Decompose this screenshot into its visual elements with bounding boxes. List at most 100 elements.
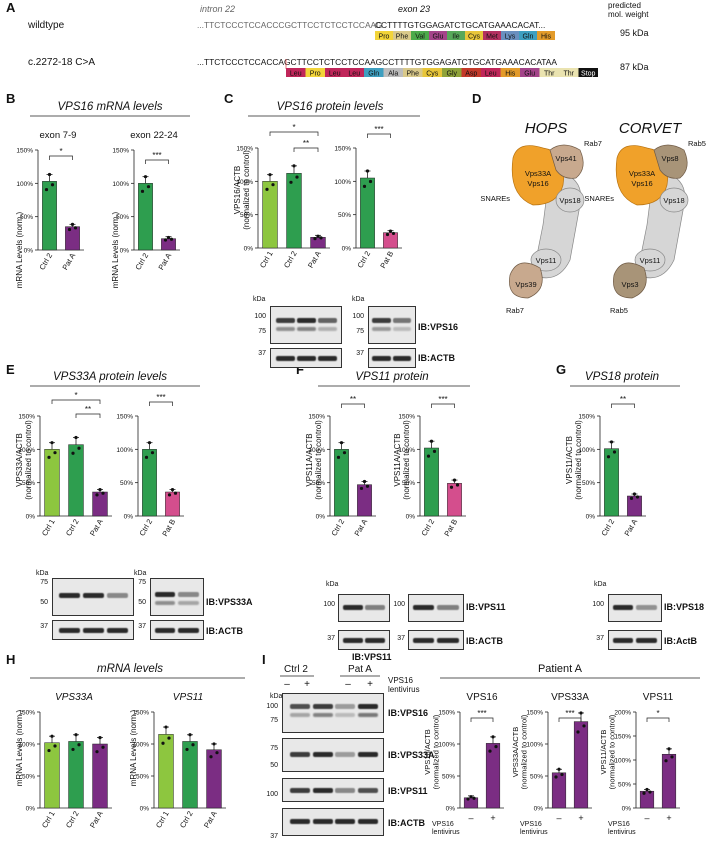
significance-bracket [75, 413, 101, 418]
y-tick-label: 150% [578, 414, 595, 421]
category-label: Ctrl 2 [133, 252, 150, 272]
data-point [71, 747, 75, 752]
amino-acid-box [325, 68, 345, 77]
amino-acid-label: Leu [485, 71, 497, 78]
data-point [612, 450, 617, 454]
blot-band [612, 605, 634, 611]
data-point [554, 775, 558, 779]
wt-sequence-exon: CCTTTTGTGGAGATCTGCATGAAACACAT... [375, 20, 545, 30]
data-point [170, 488, 175, 492]
amino-acid-box [519, 31, 537, 40]
blot-band [290, 703, 310, 709]
amino-acid-box [481, 68, 501, 77]
mw-marker: 37 [356, 350, 364, 357]
mw-marker: 75 [270, 745, 278, 752]
y-axis-label: VPS11A/ACTB [305, 433, 314, 486]
wt-mw: 95 kDa [620, 28, 649, 38]
data-point [429, 439, 434, 443]
data-point [140, 189, 145, 193]
bar-chart-i1: 0% 50% 100% 150% – + *** [526, 709, 592, 823]
amino-acid-label: Ala [388, 71, 398, 78]
significance-bracket [49, 155, 73, 160]
complex-title: CORVET [619, 120, 683, 137]
category-label: + [666, 813, 671, 823]
y-tick-label: 50% [116, 214, 129, 221]
category-label: – [644, 813, 649, 823]
amino-acid-box [375, 31, 393, 40]
data-point [648, 790, 652, 794]
panel-letter-h: H [6, 652, 15, 667]
data-point [292, 164, 296, 168]
data-point [98, 736, 102, 740]
significance-label: *** [477, 709, 486, 718]
y-tick-label: 100% [18, 447, 35, 454]
bar [383, 232, 398, 249]
panel-letter-e: E [6, 362, 15, 377]
subunit-label: Vps18 [559, 196, 580, 205]
blot-band [178, 600, 199, 605]
blot-band [357, 819, 378, 825]
y-tick-label: 150% [526, 710, 543, 717]
blot-band [296, 317, 316, 323]
panel-letter-g: G [556, 362, 566, 377]
data-point [47, 748, 51, 753]
bar-chart-f1: 0% 50% 100% 150% Ctrl 2 Pat A ** [308, 395, 376, 538]
amino-acid-box [411, 31, 429, 40]
amino-acid-box [447, 31, 465, 40]
patient-header: Patient A [538, 663, 583, 675]
snare-label: SNAREs [584, 194, 614, 203]
blot-band [290, 713, 310, 717]
blot-band [154, 600, 176, 605]
amino-acid-box [483, 31, 501, 40]
data-point [426, 454, 431, 458]
panel-c-title: VPS16 protein levels [277, 101, 384, 113]
lane-group: Ctrl 2 [284, 664, 308, 675]
data-point [557, 767, 561, 771]
blot-actb [608, 630, 662, 650]
bar-chart-c2: 0% 50% 100% 150% Ctrl 2 Pat B *** [334, 125, 402, 270]
category-label: Pat A [88, 810, 105, 830]
amino-acid-box [442, 68, 462, 77]
panel-letter-b: B [6, 91, 15, 106]
data-point [166, 235, 171, 240]
data-point [50, 183, 55, 187]
blot-vps16-b [368, 306, 416, 344]
mw-marker: 37 [270, 833, 278, 840]
y-tick-label: 50% [530, 774, 543, 781]
bar-chart-b1: 0% 50% 100% 150% Ctrl 2 Pat A * [16, 147, 84, 272]
category-label: Pat A [60, 252, 77, 272]
ib-label: IB:ACTB [418, 353, 455, 363]
bar [68, 741, 84, 809]
data-point [44, 187, 49, 192]
blot-band [372, 317, 391, 323]
mw-marker: 75 [270, 717, 278, 724]
category-label: Pat A [352, 518, 369, 538]
blot-band [392, 317, 412, 323]
significance-bracket [145, 159, 169, 164]
bar [604, 448, 619, 517]
data-point [365, 484, 370, 488]
blot-band [365, 637, 385, 643]
amino-acid-label: Gly [447, 71, 458, 78]
y-tick-label: 0% [586, 514, 596, 521]
y-tick-label: 50% [618, 782, 631, 789]
data-point [289, 180, 293, 184]
bar [334, 449, 349, 517]
data-point [98, 488, 102, 492]
category-label: Ctrl 2 [64, 810, 81, 830]
x-axis-label: lentivirus [608, 829, 636, 836]
subunit-label: Vps16 [631, 179, 652, 188]
data-point [316, 234, 320, 238]
category-label: – [468, 813, 473, 823]
bar [424, 447, 439, 517]
y-axis-label: VPS33A/ACTB [15, 433, 24, 487]
data-point [188, 733, 192, 737]
bar [165, 491, 180, 517]
data-point [432, 449, 437, 453]
blot-band [335, 703, 355, 709]
ib-label: IB:VPS33A [206, 597, 253, 607]
blot-vps33a [52, 578, 134, 616]
amino-acid-label: Cys [468, 34, 481, 41]
mw-marker: 75 [138, 579, 146, 586]
blot-actb [338, 630, 390, 650]
